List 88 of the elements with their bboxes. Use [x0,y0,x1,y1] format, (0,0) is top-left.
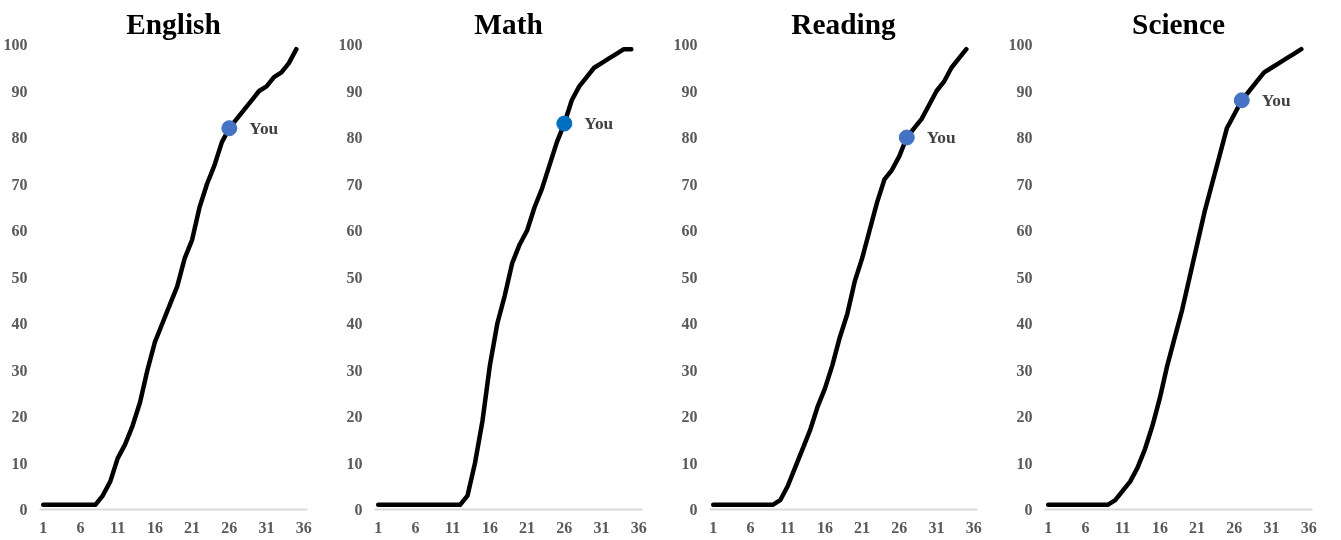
y-tick-label: 70 [681,175,698,193]
x-tick-label: 21 [854,518,871,536]
x-tick-label: 31 [1263,518,1280,536]
y-tick-label: 40 [681,315,698,332]
line-series [40,46,299,508]
x-tick-label: 11 [110,518,126,536]
x-tick-label: 6 [76,518,85,536]
y-tick-label: 30 [11,361,28,379]
annotation: You [249,118,279,138]
x-tick-label: 21 [184,518,201,536]
chart-title: Science [1132,7,1225,40]
y-tick-label: 80 [346,129,363,146]
x-tick-label: 1 [1044,518,1053,536]
chart-title: Reading [791,7,896,40]
y-tick-label: 0 [1024,501,1033,518]
y-tick-label: 10 [346,454,363,472]
annotation: You [926,128,957,147]
y-tick-label: 100 [1008,36,1033,53]
y-tick-label: 60 [11,222,28,239]
x-tick-label: 36 [630,518,647,536]
y-tick-label: 10 [11,454,28,472]
chart-title: English [126,7,221,40]
line-series [375,46,634,508]
y-tick-label: 100 [338,36,363,53]
y-tick-label: 50 [11,268,28,286]
y-tick-label: 40 [346,315,363,332]
y-tick-label: 70 [1016,175,1033,193]
x-tick-label: 36 [295,518,312,536]
y-tick-label: 20 [681,408,698,425]
y-tick-label: 100 [3,36,28,53]
y-tick-label: 90 [1016,82,1033,100]
x-tick-label: 21 [1189,518,1206,536]
x-tick-label: 16 [481,518,498,536]
y-tick-label: 10 [1016,454,1033,472]
x-tick-label: 11 [780,518,796,536]
x-tick-label: 26 [891,518,908,536]
y-tick-label: 20 [11,408,28,425]
x-tick-label: 6 [411,518,420,536]
y-tick-label: 80 [681,129,698,146]
y-tick-label: 50 [346,268,363,286]
y-tick-label: 60 [346,222,363,239]
y-tick-label: 30 [346,361,363,379]
y-tick-label: 40 [11,315,28,332]
y-tick-label: 50 [1016,268,1033,286]
annotation: You [1261,90,1292,110]
y-tick-label: 60 [681,222,698,239]
line-series [710,46,969,508]
annotation: You [584,114,614,134]
y-tick-label: 60 [1016,222,1033,239]
x-tick-label: 26 [221,518,238,536]
y-tick-label: 10 [681,454,698,472]
x-tick-label: 26 [1226,518,1243,536]
x-tick-label: 16 [816,518,833,536]
y-tick-label: 80 [1016,129,1033,146]
x-tick-label: 36 [1300,518,1317,536]
y-tick-label: 0 [689,501,698,518]
y-tick-label: 80 [11,129,28,146]
y-tick-label: 70 [11,175,28,193]
x-tick-label: 31 [928,518,945,536]
y-tick-label: 90 [11,82,28,100]
x-tick-label: 36 [965,518,982,536]
y-tick-label: 20 [346,408,363,425]
x-tick-label: 11 [445,518,461,536]
y-tick-label: 70 [346,175,363,193]
x-tick-label: 1 [374,518,383,536]
chart-title: Math [474,7,543,40]
x-tick-label: 6 [1081,518,1090,536]
y-tick-label: 90 [681,82,698,100]
x-tick-label: 16 [1151,518,1168,536]
y-tick-label: 30 [681,361,698,379]
line-series [1045,46,1304,508]
y-tick-label: 90 [346,82,363,100]
x-tick-label: 6 [746,518,755,536]
y-tick-label: 20 [1016,408,1033,425]
y-tick-label: 0 [354,501,363,518]
y-tick-label: 40 [1016,315,1033,332]
x-tick-label: 1 [709,518,718,536]
x-tick-label: 16 [146,518,163,536]
x-tick-label: 31 [593,518,610,536]
x-tick-label: 26 [556,518,573,536]
x-tick-label: 1 [39,518,48,536]
y-tick-label: 30 [1016,361,1033,379]
x-tick-label: 31 [258,518,275,536]
x-tick-label: 11 [1115,518,1131,536]
y-tick-label: 50 [681,268,698,286]
y-tick-label: 0 [19,501,28,518]
x-tick-label: 21 [519,518,536,536]
y-tick-label: 100 [673,36,698,53]
